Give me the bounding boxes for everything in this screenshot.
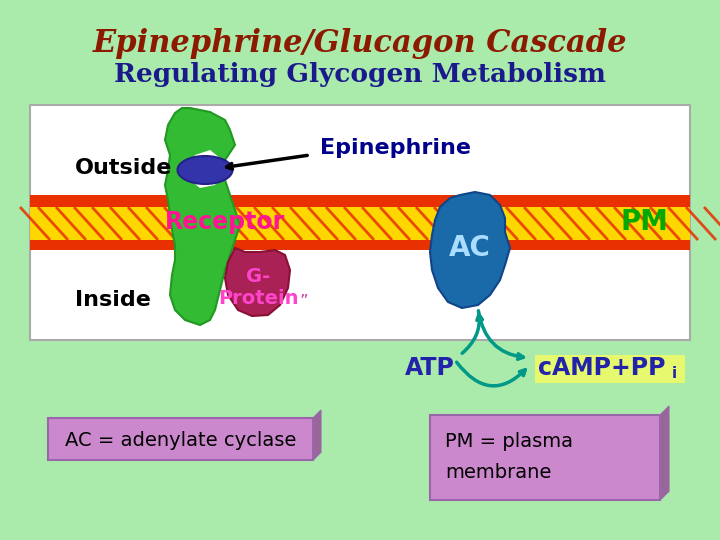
FancyBboxPatch shape (30, 195, 690, 250)
Text: Outside: Outside (75, 158, 172, 178)
Polygon shape (48, 452, 321, 460)
Text: PM = plasma
membrane: PM = plasma membrane (445, 432, 573, 482)
Text: cAMP+PP: cAMP+PP (538, 356, 665, 380)
FancyBboxPatch shape (430, 415, 660, 500)
FancyBboxPatch shape (30, 207, 690, 240)
Ellipse shape (178, 156, 233, 184)
Polygon shape (188, 150, 222, 188)
Polygon shape (660, 406, 669, 500)
Polygon shape (165, 108, 240, 325)
FancyBboxPatch shape (30, 105, 690, 340)
Text: ”: ” (300, 293, 309, 311)
Text: Protein: Protein (217, 288, 298, 307)
Text: G-: G- (246, 267, 270, 287)
Text: i: i (672, 367, 677, 381)
Polygon shape (313, 410, 321, 460)
Text: Epinephrine: Epinephrine (320, 138, 471, 158)
Text: PM: PM (620, 208, 668, 236)
Text: Receptor: Receptor (165, 210, 285, 234)
Polygon shape (430, 192, 510, 308)
Text: Epinephrine/Glucagon Cascade: Epinephrine/Glucagon Cascade (93, 28, 627, 59)
Text: ATP: ATP (405, 356, 455, 380)
FancyBboxPatch shape (48, 418, 313, 460)
Text: Inside: Inside (75, 290, 151, 310)
Polygon shape (430, 491, 669, 500)
Text: Regulating Glycogen Metabolism: Regulating Glycogen Metabolism (114, 62, 606, 87)
Text: AC: AC (449, 234, 491, 262)
FancyBboxPatch shape (535, 355, 685, 383)
Polygon shape (225, 248, 290, 316)
Text: AC = adenylate cyclase: AC = adenylate cyclase (65, 430, 297, 449)
